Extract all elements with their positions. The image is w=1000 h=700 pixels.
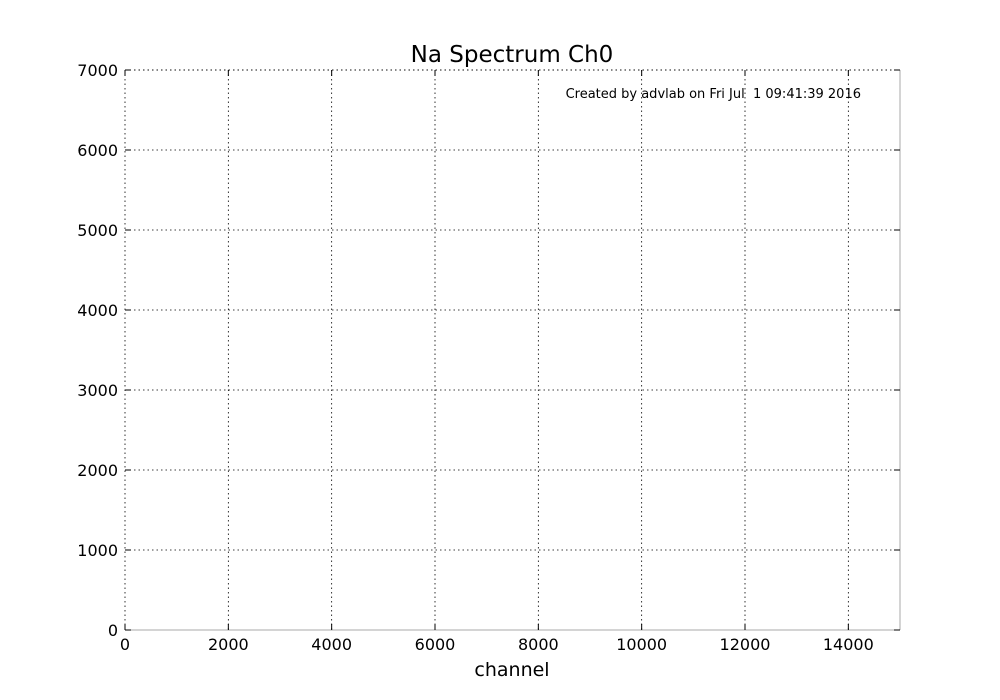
chart-annotation: Created by advlab on Fri Jul 1 09:41:39 … — [566, 87, 861, 102]
y-tick-label: 3000 — [77, 381, 118, 400]
x-tick-label: 0 — [120, 635, 130, 654]
x-tick-label: 4000 — [311, 635, 352, 654]
chart-title: Na Spectrum Ch0 — [411, 42, 614, 68]
x-tick-label: 8000 — [518, 635, 559, 654]
x-axis-label: channel — [474, 659, 549, 681]
x-tick-label: 14000 — [823, 635, 874, 654]
y-tick-label: 4000 — [77, 301, 118, 320]
y-tick-label: 7000 — [77, 61, 118, 80]
y-tick-label: 6000 — [77, 141, 118, 160]
plot-frame — [124, 69, 901, 631]
y-tick-label: 0 — [108, 621, 118, 640]
x-tick-label: 2000 — [208, 635, 249, 654]
grid — [125, 69, 900, 630]
x-tick-label: 10000 — [616, 635, 667, 654]
y-tick-label: 2000 — [77, 461, 118, 480]
y-tick-label: 1000 — [77, 541, 118, 560]
y-tick-label: 5000 — [77, 221, 118, 240]
ticks: 0 2000 4000 6000 8000 10000 12000 14000 0 1000 200… — [77, 61, 900, 654]
x-tick-label: 6000 — [415, 635, 456, 654]
x-tick-label: 12000 — [720, 635, 771, 654]
